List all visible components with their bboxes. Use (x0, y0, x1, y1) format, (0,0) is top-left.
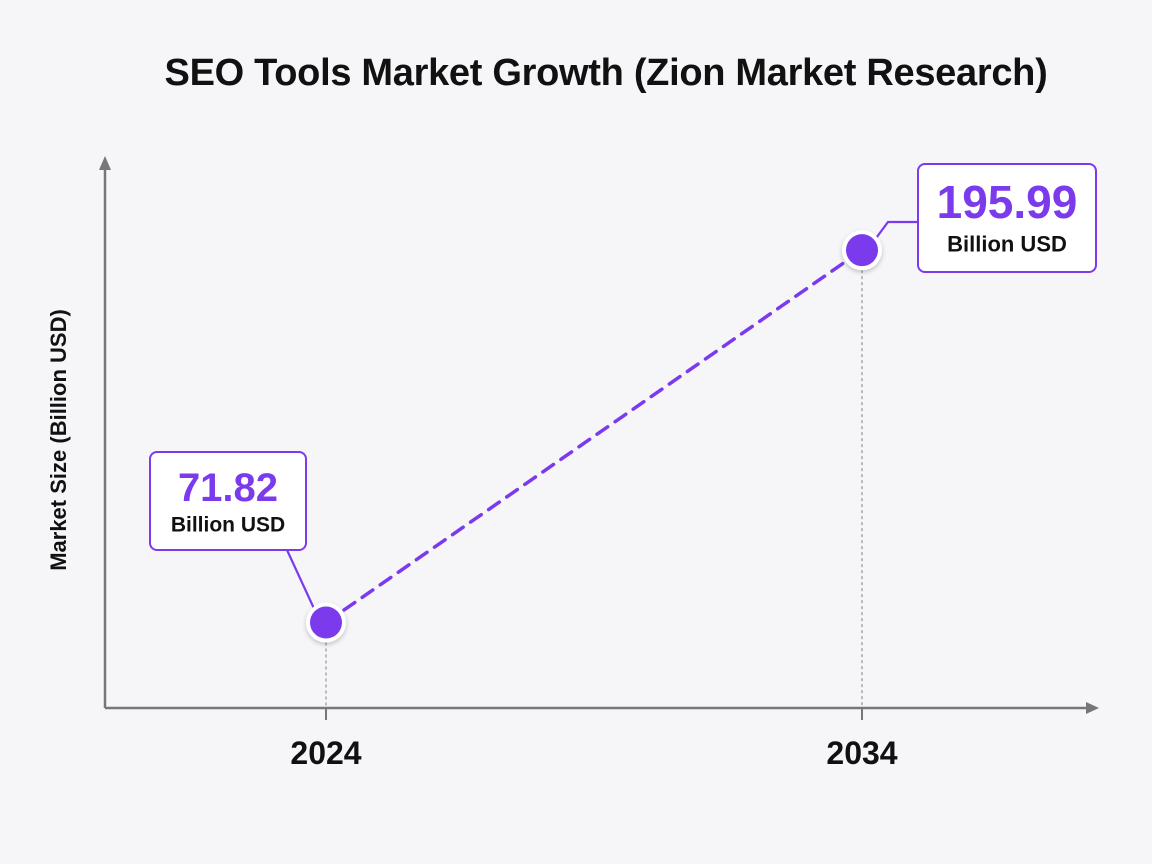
data-label-value-2024: 71.82 (178, 466, 278, 510)
data-point-2034 (846, 234, 878, 267)
callout-box-2034 (917, 163, 1097, 273)
x-tick-label-2024: 2024 (290, 735, 361, 771)
y-axis-label: Market Size (Billion USD) (46, 309, 71, 571)
data-point-2024 (310, 606, 342, 639)
x-tick-label-2034: 2034 (826, 735, 897, 771)
callout-leader-2034 (875, 220, 918, 239)
chart-marks: 71.82 Billion USD 195.99 Billion USD 2024 203… (149, 163, 1097, 771)
data-label-value-2034: 195.99 (937, 176, 1078, 228)
data-label-unit-2024: Billion USD (171, 513, 285, 536)
chart-title: SEO Tools Market Growth (Zion Market Res… (164, 52, 1048, 94)
y-axis-arrow (99, 156, 111, 170)
callout-box-2024 (149, 451, 307, 551)
callout-leader-2024 (286, 549, 315, 609)
data-label-unit-2034: Billion USD (947, 231, 1067, 256)
x-axis-arrow (1086, 702, 1099, 714)
series-line (324, 248, 864, 625)
